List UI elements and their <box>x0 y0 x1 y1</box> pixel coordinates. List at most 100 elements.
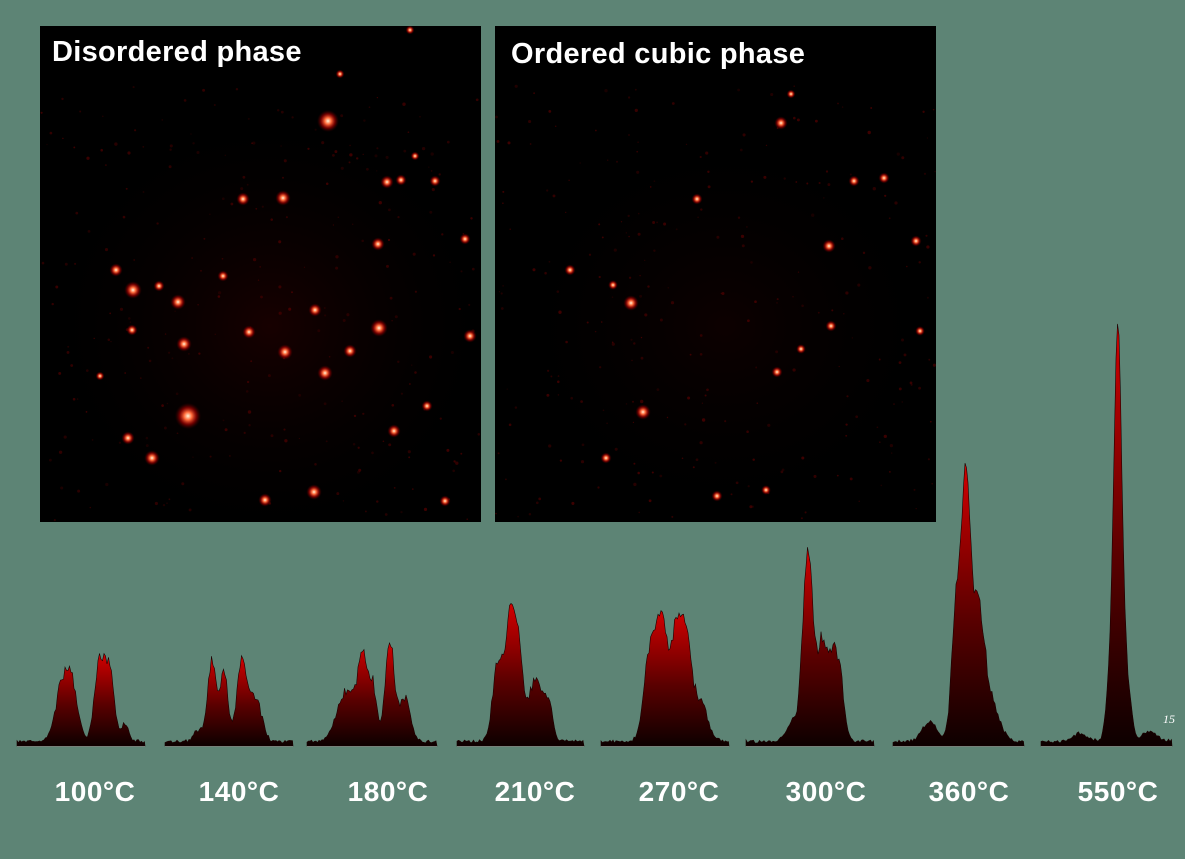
background-speck <box>307 147 310 150</box>
background-speck <box>224 428 228 432</box>
background-speck <box>154 501 158 506</box>
diffraction-spot <box>910 235 922 247</box>
diffraction-spot <box>771 366 783 378</box>
background-speck <box>801 304 804 308</box>
background-speck <box>795 181 798 183</box>
background-speck <box>700 208 703 211</box>
background-speck <box>529 143 532 145</box>
background-speck <box>188 508 192 512</box>
background-speck <box>470 217 473 220</box>
disordered-diffraction-pattern <box>40 26 481 522</box>
diffraction-spot <box>121 431 135 445</box>
background-speck <box>586 321 589 324</box>
background-speck <box>926 245 930 249</box>
background-speck <box>883 434 887 439</box>
background-speck <box>76 398 79 400</box>
background-speck <box>804 511 807 514</box>
background-speck <box>411 364 413 366</box>
background-speck <box>637 232 641 236</box>
background-speck <box>63 435 67 439</box>
background-speck <box>495 512 497 515</box>
background-speck <box>374 154 378 158</box>
background-speck <box>754 300 757 304</box>
background-speck <box>86 156 90 160</box>
background-speck <box>169 144 173 148</box>
background-speck <box>656 221 658 224</box>
background-speck <box>129 321 132 323</box>
background-speck <box>389 296 393 300</box>
background-speck <box>724 420 727 423</box>
background-speck <box>341 400 343 403</box>
diffraction-spot <box>421 400 433 412</box>
background-speck <box>197 304 199 306</box>
background-speck <box>556 290 560 293</box>
panel-title-disordered: Disordered phase <box>52 36 302 68</box>
background-speck <box>105 482 109 487</box>
intensity-peak-profile <box>164 654 294 747</box>
background-speck <box>217 295 221 298</box>
background-speck <box>291 116 294 119</box>
background-speck <box>801 456 805 460</box>
diffraction-spot <box>822 239 836 253</box>
background-speck <box>639 294 643 298</box>
background-speck <box>862 251 866 255</box>
background-speck <box>602 409 605 412</box>
background-speck <box>922 110 925 113</box>
background-speck <box>638 511 641 514</box>
background-speck <box>250 360 253 363</box>
background-speck <box>247 117 250 120</box>
background-speck <box>554 125 557 128</box>
background-speck <box>388 443 392 447</box>
background-speck <box>793 116 796 120</box>
background-speck <box>412 252 416 256</box>
background-speck <box>705 151 709 155</box>
background-speck <box>735 481 739 485</box>
background-speck <box>328 355 331 358</box>
background-speck <box>337 216 340 219</box>
background-speck <box>923 172 927 175</box>
diffraction-spot <box>317 110 339 132</box>
background-speck <box>716 235 720 239</box>
background-speck <box>858 500 860 502</box>
background-speck <box>544 271 547 275</box>
background-speck <box>926 296 929 299</box>
background-speck <box>706 388 709 392</box>
background-speck <box>659 474 663 478</box>
background-speck <box>402 102 406 106</box>
background-speck <box>166 502 168 505</box>
background-speck <box>75 211 79 215</box>
background-speck <box>918 386 921 390</box>
background-speck <box>910 383 913 386</box>
background-speck <box>414 290 417 293</box>
background-speck <box>362 153 364 156</box>
background-speck <box>346 313 350 317</box>
background-speck <box>61 97 64 101</box>
background-speck <box>876 426 879 429</box>
background-speck <box>684 423 687 426</box>
diffraction-spot <box>459 233 471 245</box>
background-speck <box>439 417 442 420</box>
background-speck <box>458 307 461 311</box>
background-speck <box>142 191 145 193</box>
background-speck <box>325 440 328 443</box>
background-speck <box>190 133 192 135</box>
background-speck <box>213 103 216 107</box>
background-speck <box>122 215 126 219</box>
background-speck <box>770 92 774 97</box>
diffraction-spot <box>915 326 925 336</box>
background-speck <box>701 402 704 404</box>
background-speck <box>91 439 94 441</box>
background-speck <box>714 461 717 464</box>
background-speck <box>58 450 63 454</box>
background-speck <box>41 261 45 265</box>
background-speck <box>257 279 260 281</box>
background-speck <box>765 144 768 147</box>
diffraction-spot <box>370 319 388 337</box>
background-speck <box>192 142 195 145</box>
diffraction-spot <box>439 495 451 507</box>
background-speck <box>633 482 637 487</box>
diffraction-spot <box>95 371 105 381</box>
background-speck <box>270 218 273 221</box>
background-speck <box>533 92 535 95</box>
